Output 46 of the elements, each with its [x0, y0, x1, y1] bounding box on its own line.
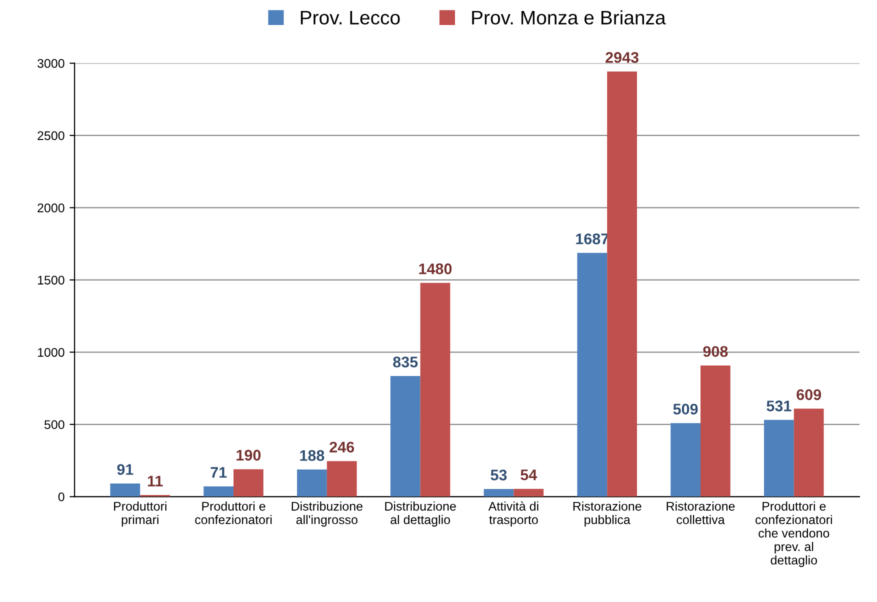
x-tick-label: Distribuzione all'ingrosso: [292, 502, 362, 527]
data-label: 190: [236, 450, 261, 461]
bar: [607, 71, 637, 497]
bar: [204, 486, 234, 497]
y-tick-label: 1500: [38, 276, 64, 285]
x-tick-label: Produttori e confezionatori che vendono prev. al dettaglio: [756, 502, 832, 568]
data-label: 509: [673, 404, 698, 415]
data-label: 2943: [606, 52, 638, 63]
bar: [420, 282, 450, 497]
bar: [390, 376, 420, 497]
bar: [297, 469, 327, 497]
y-tick-label: 3000: [37, 59, 64, 68]
y-tick-label: 2500: [38, 131, 64, 140]
data-label: 835: [393, 356, 418, 368]
x-tick-label: Distribuzione al dettaglio: [385, 502, 456, 527]
x-tick-label: Produttori e confezionatori: [195, 502, 272, 524]
data-label: 188: [300, 450, 324, 461]
x-tick-label: Ristorazione pubblica: [573, 502, 642, 527]
x-tick-label: Produttori primari: [114, 502, 166, 527]
legend-label: Prov. Monza e Brianza: [472, 10, 666, 25]
bar: [700, 365, 730, 497]
bar: [110, 484, 140, 497]
bar: [234, 469, 264, 497]
data-label: 91: [117, 464, 134, 475]
y-tick-label: 0: [58, 492, 64, 502]
bar: [326, 461, 357, 497]
bar: [514, 488, 544, 497]
y-tick-label: 1000: [38, 348, 64, 357]
data-label: 1480: [419, 263, 452, 274]
x-tick-label: Ristorazione collettiva: [666, 502, 735, 524]
bar: [764, 420, 794, 497]
data-label: 246: [330, 442, 354, 453]
y-tick-label: 500: [44, 420, 64, 430]
data-label: 54: [520, 470, 538, 480]
bar: [794, 408, 824, 497]
bar: [670, 423, 700, 497]
y-tick-label: 2000: [38, 203, 64, 212]
bar: [577, 252, 608, 497]
bar: [484, 488, 514, 497]
data-label: 11: [148, 476, 163, 486]
x-tick-label: Attività di trasporto: [488, 501, 538, 527]
legend-label: Prov. Lecco: [300, 10, 400, 25]
data-label: 531: [766, 400, 792, 412]
data-label: 53: [490, 470, 507, 480]
data-label: 71: [210, 467, 227, 478]
data-label: 609: [796, 389, 822, 400]
